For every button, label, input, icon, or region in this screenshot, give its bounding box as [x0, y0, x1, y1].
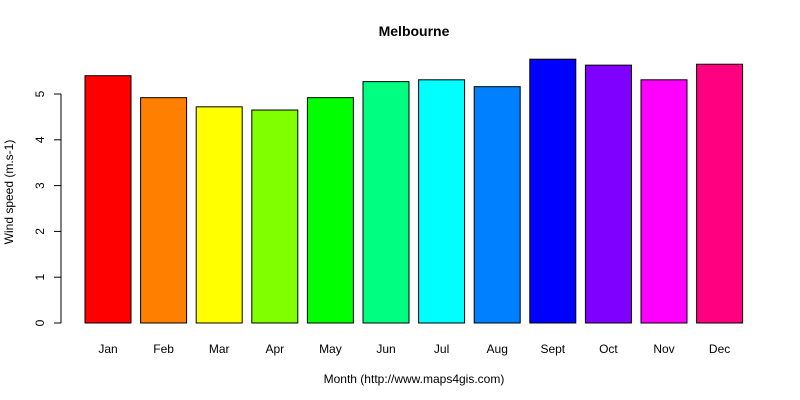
x-axis-label: Month (http://www.maps4gis.com) — [324, 372, 505, 386]
y-tick-label: 5 — [33, 90, 47, 97]
x-tick-labels: Jan Feb Mar Apr May Jun Jul Aug Sept Oct Nov Dec — [98, 342, 730, 356]
y-tick-label: 0 — [33, 319, 47, 326]
x-tick-label-jun: Jun — [376, 342, 395, 356]
bar-aug — [473, 86, 521, 324]
chart-title: Melbourne — [379, 23, 450, 39]
x-tick-label-aug: Aug — [487, 342, 508, 356]
x-tick-label-dec: Dec — [709, 342, 730, 356]
bar-may — [306, 97, 354, 324]
bar-sept — [529, 58, 577, 324]
x-tick-label-feb: Feb — [153, 342, 174, 356]
x-tick-label-oct: Oct — [599, 342, 618, 356]
bar-feb — [140, 97, 188, 324]
x-tick-label-jan: Jan — [98, 342, 117, 356]
x-tick-label-sept: Sept — [540, 342, 565, 356]
bar-dec — [696, 63, 744, 324]
bar-mar — [195, 106, 243, 324]
y-tick-label: 2 — [33, 228, 47, 235]
y-tick-label: 3 — [33, 182, 47, 189]
bar-jun — [362, 81, 410, 324]
y-tick-label: 4 — [33, 136, 47, 143]
bar-nov — [640, 79, 688, 324]
y-tick-label: 1 — [33, 274, 47, 281]
bar-jan — [84, 75, 132, 324]
y-axis: 0 1 2 3 4 5 — [33, 90, 62, 326]
x-tick-label-jul: Jul — [434, 342, 449, 356]
x-tick-label-apr: Apr — [265, 342, 284, 356]
bar-jul — [418, 79, 466, 324]
bar-apr — [251, 109, 299, 324]
bar-oct — [584, 64, 632, 324]
x-tick-label-nov: Nov — [653, 342, 674, 356]
y-axis-label: Wind speed (m.s-1) — [2, 140, 16, 245]
x-tick-label-may: May — [319, 342, 342, 356]
x-tick-label-mar: Mar — [209, 342, 230, 356]
bars-group — [84, 58, 744, 324]
